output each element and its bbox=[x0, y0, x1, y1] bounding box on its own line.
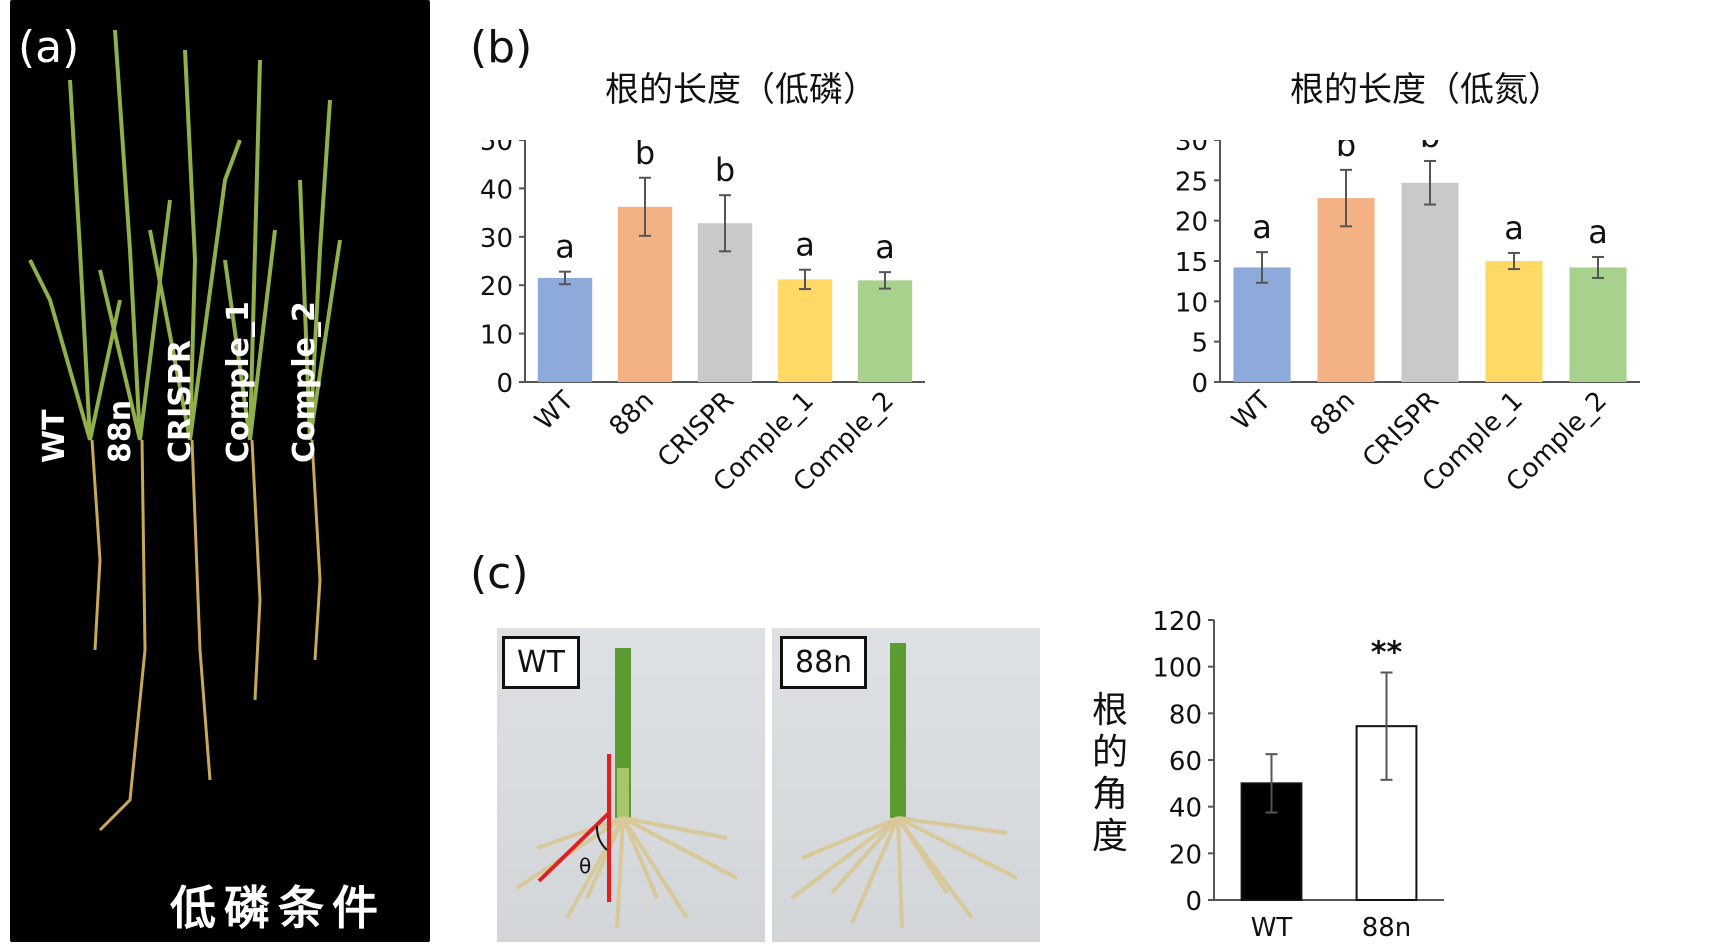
root-photo-wt: θ WT bbox=[497, 628, 765, 942]
y-tick-label: 20 bbox=[1169, 840, 1202, 870]
chart-title-low-n: 根的长度（低氮） bbox=[1290, 70, 1562, 110]
bar-chart-low-n: 051015202530aWTb88nbCRISPRaComple_1aComp… bbox=[1175, 140, 1640, 498]
x-tick-label: 88n bbox=[1305, 386, 1361, 442]
bar bbox=[1401, 182, 1459, 382]
x-tick-label: WT bbox=[1251, 913, 1293, 943]
y-tick-label: 30 bbox=[1175, 140, 1208, 157]
photo-tag-wt: WT bbox=[502, 636, 580, 689]
root-drawing-wt: θ bbox=[515, 648, 738, 929]
y-tick-label: 20 bbox=[480, 272, 513, 302]
bar bbox=[1569, 267, 1627, 382]
root-photo-88n: 88n bbox=[772, 628, 1040, 942]
x-tick-label: 88n bbox=[604, 386, 660, 442]
bar bbox=[537, 277, 593, 382]
bar-chart-root-angle: 0 20 40 60 80 100 120 WT 88n ** bbox=[1152, 607, 1444, 943]
x-tick-label: 88n bbox=[1362, 913, 1412, 943]
significance-letter: a bbox=[795, 226, 815, 264]
y-tick-label: 10 bbox=[1175, 288, 1208, 318]
line-label-comple-2: Comple_2 bbox=[287, 301, 322, 463]
y-tick-label: 15 bbox=[1175, 248, 1208, 278]
bar bbox=[1233, 267, 1291, 382]
panel-label-c: (c) bbox=[470, 548, 529, 599]
root-angle-ylabel: 根的角度 bbox=[1091, 690, 1128, 857]
y-tick-label: 120 bbox=[1152, 607, 1202, 637]
significance-letter: b bbox=[715, 151, 735, 189]
significance-annotation: ** bbox=[1371, 636, 1403, 671]
significance-letter: a bbox=[555, 228, 575, 266]
significance-letter: a bbox=[1588, 213, 1608, 251]
line-label-crispr: CRISPR bbox=[163, 340, 198, 463]
y-tick-label: 40 bbox=[1169, 794, 1202, 824]
bar bbox=[857, 280, 913, 382]
y-tick-label: 5 bbox=[1191, 329, 1208, 359]
root-drawing-88n bbox=[790, 643, 1018, 929]
line-label-wt: WT bbox=[37, 409, 72, 463]
y-tick-label: 20 bbox=[1175, 208, 1208, 238]
seedling-drawing bbox=[28, 29, 342, 832]
y-tick-label: 50 bbox=[480, 140, 513, 157]
y-tick-label: 60 bbox=[1169, 747, 1202, 777]
bar bbox=[777, 279, 833, 382]
significance-letter: a bbox=[875, 228, 895, 266]
photo-tag-88n: 88n bbox=[780, 636, 868, 689]
y-tick-label: 25 bbox=[1175, 167, 1208, 197]
y-tick-label: 40 bbox=[480, 175, 513, 205]
line-label-88n: 88n bbox=[103, 399, 138, 463]
significance-letter: b bbox=[1420, 140, 1440, 155]
theta-symbol: θ bbox=[579, 854, 591, 878]
panel-label-b: (b) bbox=[470, 22, 533, 73]
condition-label: 低磷条件 bbox=[170, 881, 386, 935]
line-label-comple-1: Comple_1 bbox=[221, 301, 256, 463]
y-tick-label: 30 bbox=[480, 224, 513, 254]
bar bbox=[1317, 198, 1375, 382]
y-tick-label: 80 bbox=[1169, 700, 1202, 730]
y-tick-label: 0 bbox=[1185, 887, 1202, 917]
y-tick-label: 0 bbox=[1191, 369, 1208, 399]
chart-title-low-p: 根的长度（低磷） bbox=[605, 70, 877, 110]
x-tick-label: WT bbox=[529, 386, 580, 437]
significance-letter: b bbox=[1336, 140, 1356, 164]
seedling-photo: WT 88n CRISPR Comple_1 Comple_2 低磷条件 bbox=[10, 0, 430, 942]
y-tick-label: 0 bbox=[496, 369, 513, 399]
significance-letter: a bbox=[1252, 208, 1272, 246]
significance-letter: a bbox=[1504, 209, 1524, 247]
x-tick-label: WT bbox=[1226, 386, 1277, 437]
significance-letter: b bbox=[635, 140, 655, 172]
y-tick-label: 10 bbox=[480, 321, 513, 351]
panel-label-a: (a) bbox=[18, 22, 80, 73]
bar-chart-low-p: 01020304050aWTb88nbCRISPRaComple_1aCompl… bbox=[480, 140, 925, 498]
y-tick-label: 100 bbox=[1152, 654, 1202, 684]
bar bbox=[1485, 261, 1543, 382]
